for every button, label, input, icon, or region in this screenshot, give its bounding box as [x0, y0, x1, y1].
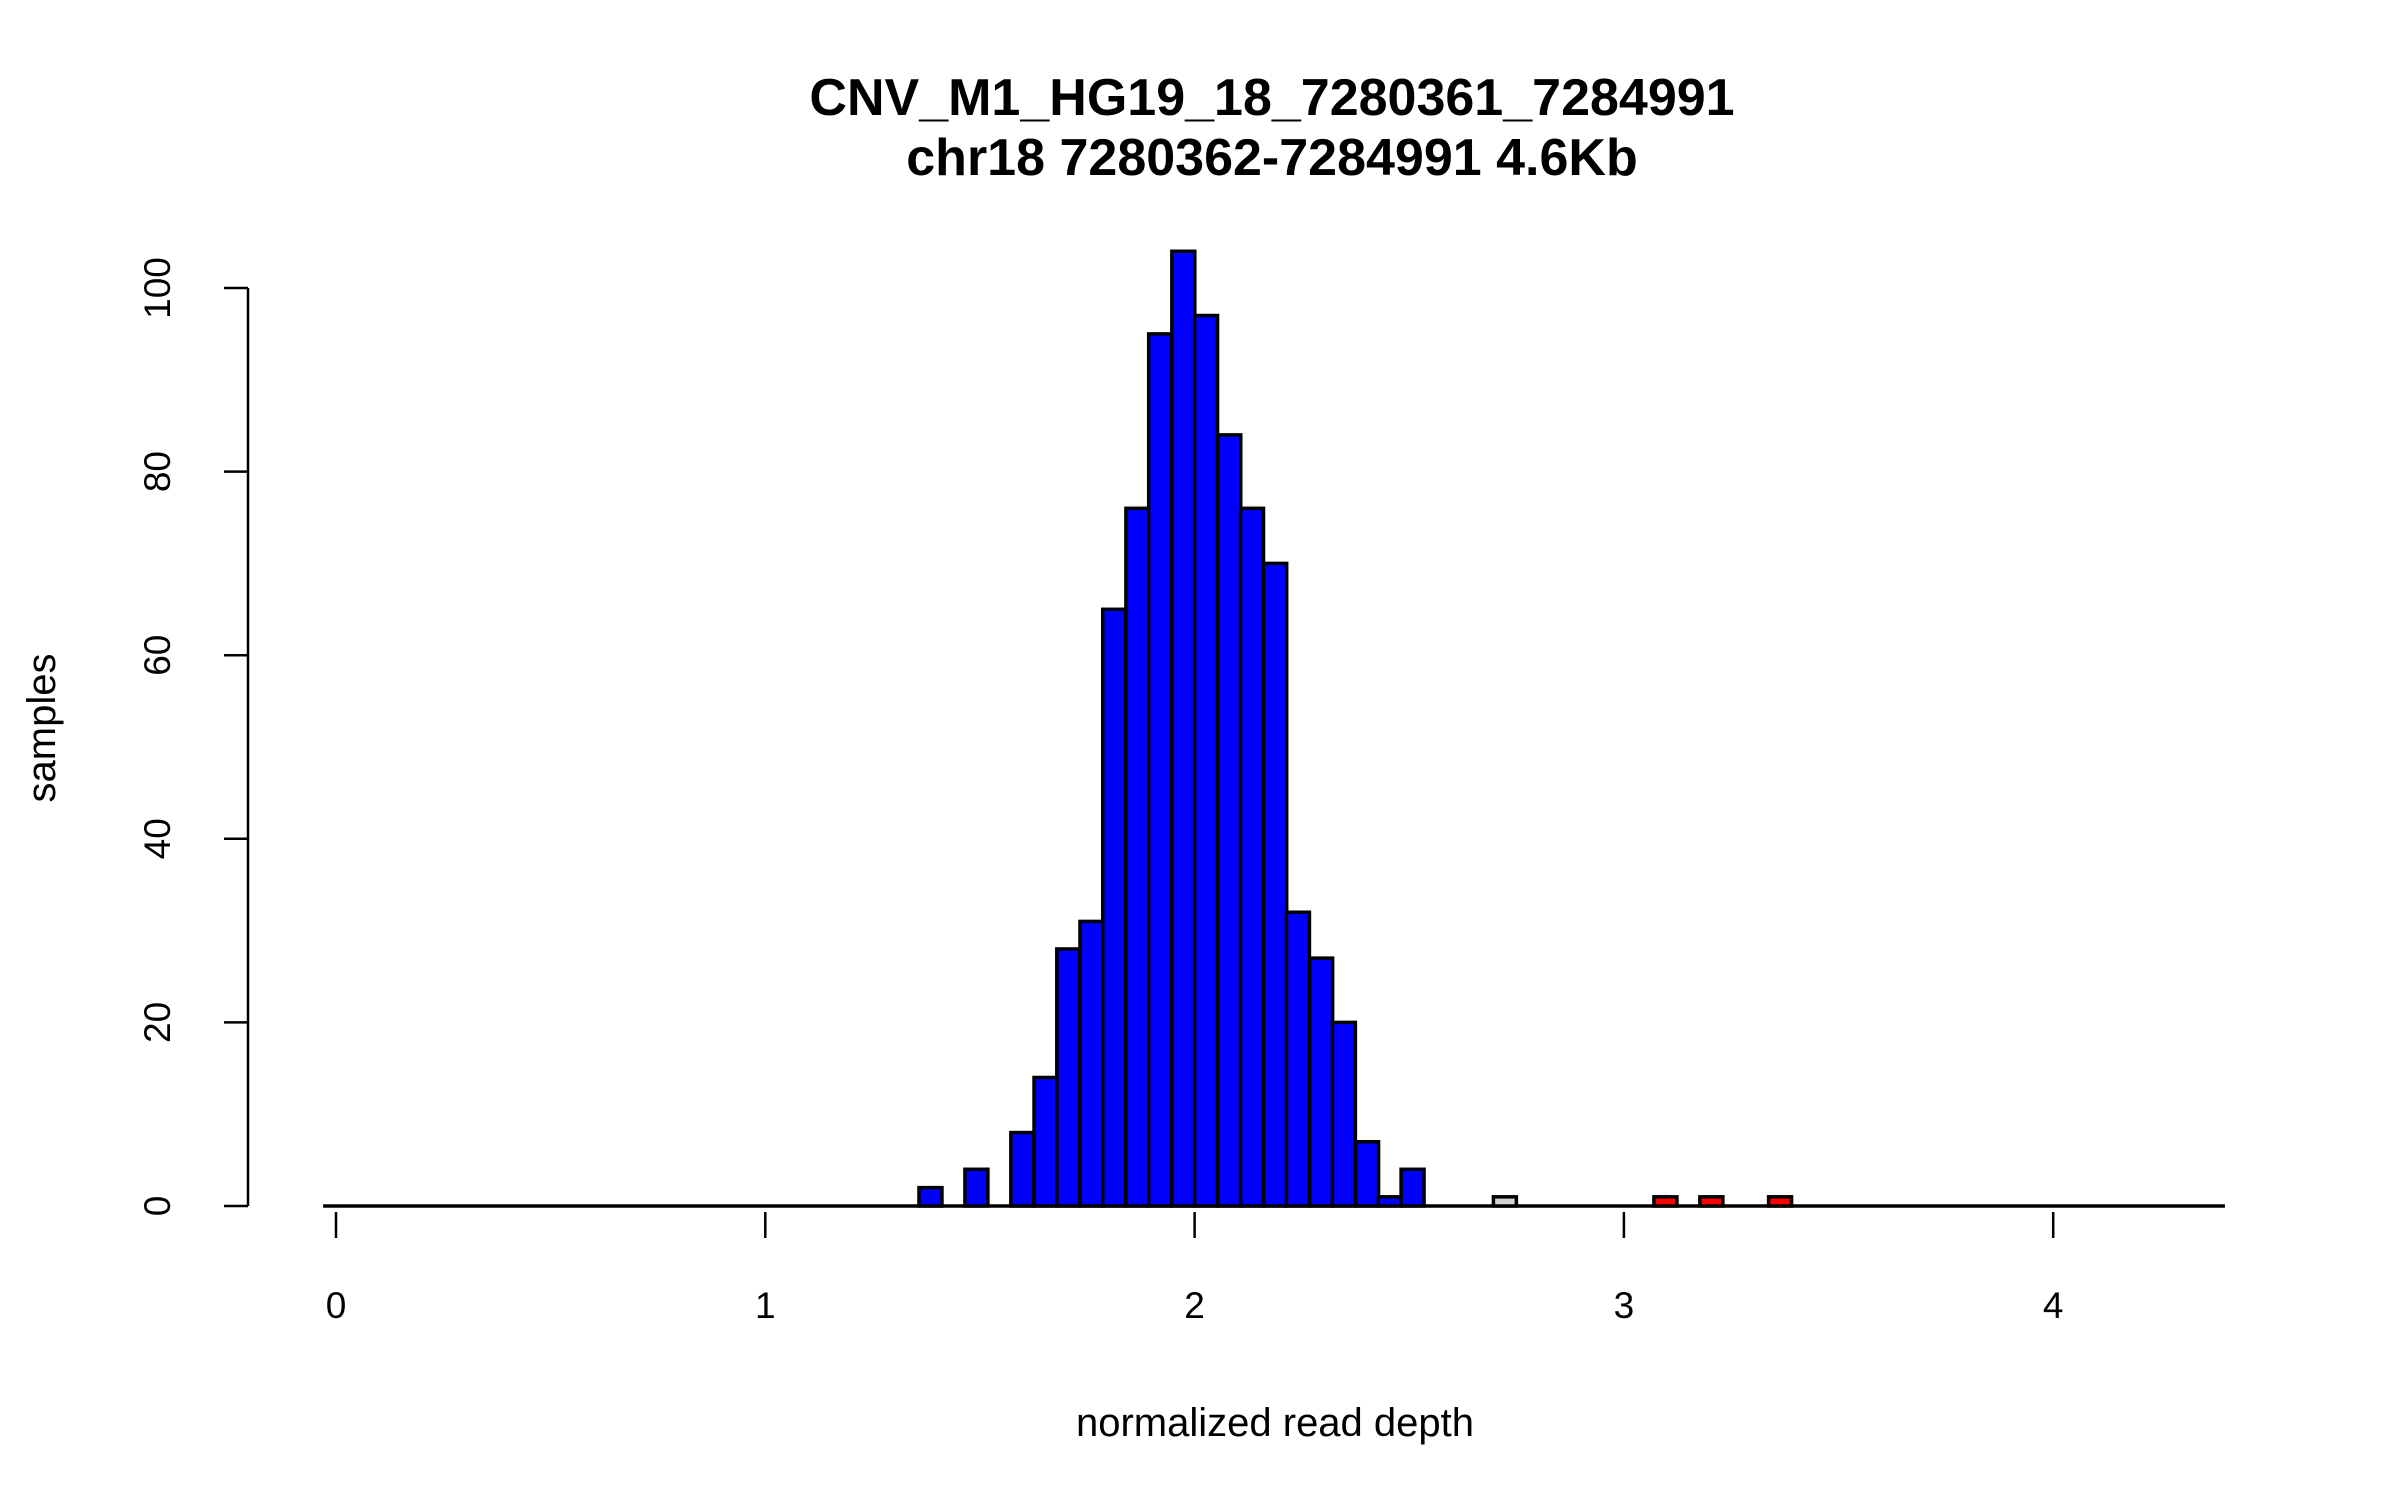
- y-tick-label: 100: [137, 257, 178, 319]
- x-axis: 0 1 2 3 4: [326, 1212, 2064, 1326]
- x-axis-label: normalized read depth: [1076, 1401, 1474, 1445]
- histogram-bar: [1491, 1195, 1519, 1208]
- histogram-bar: [1766, 1195, 1794, 1208]
- histogram-bar: [917, 1185, 944, 1208]
- x-tick-label: 0: [326, 1285, 347, 1326]
- histogram-bar: [1216, 433, 1243, 1208]
- histogram-bar: [1376, 1195, 1404, 1208]
- histogram-bar: [1055, 947, 1082, 1208]
- histogram-bar: [1284, 910, 1312, 1208]
- x-tick-label: 3: [1614, 1285, 1635, 1326]
- histogram-bar: [1170, 249, 1197, 1208]
- histogram-bar: [1698, 1195, 1725, 1208]
- y-axis-label: samples: [20, 654, 64, 803]
- y-tick-label: 20: [137, 1002, 178, 1043]
- histogram-bar: [1100, 607, 1128, 1208]
- histogram-bar: [1078, 919, 1105, 1208]
- histogram-bar: [1399, 1167, 1426, 1208]
- histogram-bar: [1124, 506, 1151, 1208]
- histogram-bar: [1652, 1195, 1679, 1208]
- y-tick-label: 80: [137, 451, 178, 492]
- histogram-bar: [1009, 1130, 1036, 1208]
- y-tick-label: 60: [137, 635, 178, 676]
- histogram-bar: [1032, 1075, 1059, 1208]
- bars-group: [323, 249, 2225, 1208]
- y-tick-label: 40: [137, 818, 178, 859]
- x-tick-label: 2: [1184, 1285, 1205, 1326]
- histogram-bar: [1146, 332, 1174, 1208]
- histogram-bar: [1192, 313, 1220, 1208]
- histogram-bar: [963, 1167, 990, 1208]
- y-tick-label: 0: [137, 1196, 178, 1217]
- histogram-bar: [1238, 506, 1266, 1208]
- x-tick-label: 4: [2043, 1285, 2064, 1326]
- histogram-bar: [1330, 1020, 1358, 1208]
- x-tick-label: 1: [755, 1285, 776, 1326]
- histogram-bar: [1261, 561, 1289, 1208]
- y-axis: 0 20 40 60 80 100: [137, 257, 250, 1217]
- histogram-bar: [1353, 1139, 1381, 1208]
- chart-title: CNV_M1_HG19_18_7280361_7284991: [809, 69, 1734, 127]
- chart-subtitle: chr18 7280362-7284991 4.6Kb: [906, 129, 1637, 187]
- histogram-bar: [1307, 956, 1335, 1208]
